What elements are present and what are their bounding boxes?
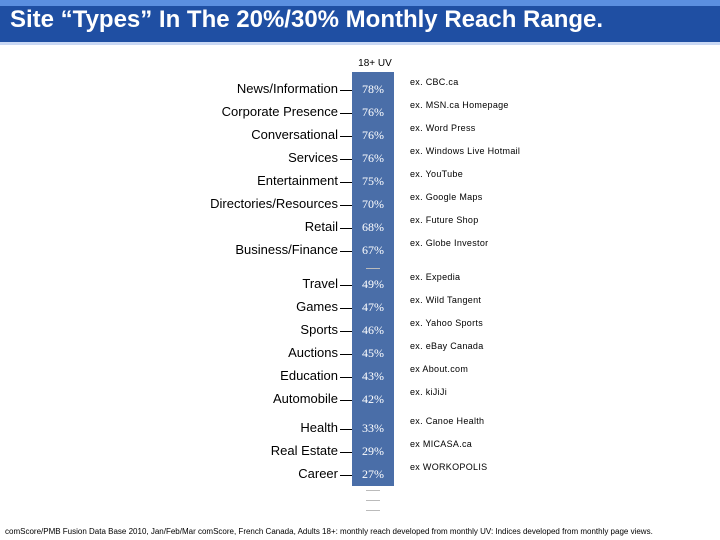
category-label: Automobile — [272, 391, 338, 406]
data-label: 29% — [362, 444, 384, 458]
leader-line — [340, 159, 352, 160]
chart-row: Corporate Presence 76% ex. MSN.ca Homepage — [0, 100, 720, 122]
example-site-label: ex. Google Maps — [410, 192, 483, 202]
category-label: Auctions — [288, 345, 338, 360]
data-label: 78% — [362, 82, 384, 96]
category-label: Travel — [302, 276, 338, 291]
category-label: Education — [280, 368, 338, 383]
leader-line — [340, 285, 352, 286]
data-label: 45% — [362, 346, 384, 360]
value-column-bar — [352, 72, 394, 486]
data-label: 76% — [362, 128, 384, 142]
category-label: News/Information — [236, 81, 338, 96]
leader-line — [340, 377, 352, 378]
chart-row: Auctions 45% ex. eBay Canada — [0, 341, 720, 363]
separator-dash — [366, 500, 380, 501]
example-site-label: ex. eBay Canada — [410, 341, 484, 351]
example-site-label: ex. Windows Live Hotmail — [410, 146, 521, 156]
data-label: 33% — [362, 421, 384, 435]
category-label: Business/Finance — [235, 242, 338, 257]
data-label: 70% — [362, 197, 384, 211]
example-site-label: ex WORKOPOLIS — [410, 462, 488, 472]
column-header: 18+ UV — [358, 58, 392, 69]
data-label: 76% — [362, 105, 384, 119]
leader-line — [340, 113, 352, 114]
chart-row: Conversational 76% ex. Word Press — [0, 123, 720, 145]
example-site-label: ex. Future Shop — [410, 215, 479, 225]
page-title: Site “Types” In The 20%/30% Monthly Reac… — [10, 6, 604, 33]
example-site-label: ex. kiJiJi — [410, 387, 448, 397]
leader-line — [340, 251, 352, 252]
chart-row: Real Estate 29% ex MICASA.ca — [0, 439, 720, 461]
leader-line — [340, 182, 352, 183]
example-site-label: ex. Yahoo Sports — [410, 318, 484, 328]
title-underline — [0, 42, 720, 45]
data-label: 46% — [362, 323, 384, 337]
category-label: Conversational — [251, 127, 338, 142]
leader-line — [340, 475, 352, 476]
category-label: Career — [298, 466, 338, 481]
source-footnote: comScore/PMB Fusion Data Base 2010, Jan/… — [5, 527, 653, 536]
data-label: 68% — [362, 220, 384, 234]
data-label: 27% — [362, 467, 384, 481]
chart-row: Directories/Resources 70% ex. Google Maps — [0, 192, 720, 214]
chart-row: Travel 49% ex. Expedia — [0, 272, 720, 294]
chart-row: Automobile 42% ex. kiJiJi — [0, 387, 720, 409]
example-site-label: ex. CBC.ca — [410, 77, 459, 87]
chart-row: Games 47% ex. Wild Tangent — [0, 295, 720, 317]
category-label: Health — [300, 420, 338, 435]
data-label: 49% — [362, 277, 384, 291]
data-label: 76% — [362, 151, 384, 165]
chart-row: News/Information 78% ex. CBC.ca — [0, 77, 720, 99]
category-label: Retail — [304, 219, 338, 234]
chart-row: Retail 68% ex. Future Shop — [0, 215, 720, 237]
data-label: 75% — [362, 174, 384, 188]
data-label: 67% — [362, 243, 384, 257]
example-site-label: ex About.com — [410, 364, 469, 374]
example-site-label: ex. Canoe Health — [410, 416, 485, 426]
leader-line — [340, 452, 352, 453]
leader-line — [340, 354, 352, 355]
leader-line — [340, 308, 352, 309]
title-bar: Site “Types” In The 20%/30% Monthly Reac… — [0, 0, 720, 42]
category-label: Sports — [300, 322, 338, 337]
category-label: Directories/Resources — [210, 196, 338, 211]
leader-line — [340, 400, 352, 401]
chart-row: Services 76% ex. Windows Live Hotmail — [0, 146, 720, 168]
leader-line — [340, 136, 352, 137]
leader-line — [340, 331, 352, 332]
category-label: Real Estate — [270, 443, 338, 458]
chart-row: Business/Finance 67% ex. Globe Investor — [0, 238, 720, 260]
chart-row: Education 43% ex About.com — [0, 364, 720, 386]
category-label: Corporate Presence — [221, 104, 338, 119]
leader-line — [340, 228, 352, 229]
category-label: Entertainment — [257, 173, 338, 188]
data-label: 42% — [362, 392, 384, 406]
chart-row: Entertainment 75% ex. YouTube — [0, 169, 720, 191]
data-label: 43% — [362, 369, 384, 383]
chart-row: Sports 46% ex. Yahoo Sports — [0, 318, 720, 340]
leader-line — [340, 205, 352, 206]
example-site-label: ex. YouTube — [410, 169, 464, 179]
separator-dash — [366, 510, 380, 511]
example-site-label: ex MICASA.ca — [410, 439, 473, 449]
data-label: 47% — [362, 300, 384, 314]
separator-dash — [366, 490, 380, 491]
chart-row: Career 27% ex WORKOPOLIS — [0, 462, 720, 484]
example-site-label: ex. Expedia — [410, 272, 461, 282]
separator-dash — [366, 268, 380, 269]
title-stripe — [0, 0, 720, 6]
leader-line — [340, 90, 352, 91]
example-site-label: ex. Globe Investor — [410, 238, 489, 248]
example-site-label: ex. MSN.ca Homepage — [410, 100, 509, 110]
category-label: Games — [296, 299, 338, 314]
example-site-label: ex. Wild Tangent — [410, 295, 482, 305]
leader-line — [340, 429, 352, 430]
category-label: Services — [288, 150, 338, 165]
example-site-label: ex. Word Press — [410, 123, 476, 133]
chart-row: Health 33% ex. Canoe Health — [0, 416, 720, 438]
